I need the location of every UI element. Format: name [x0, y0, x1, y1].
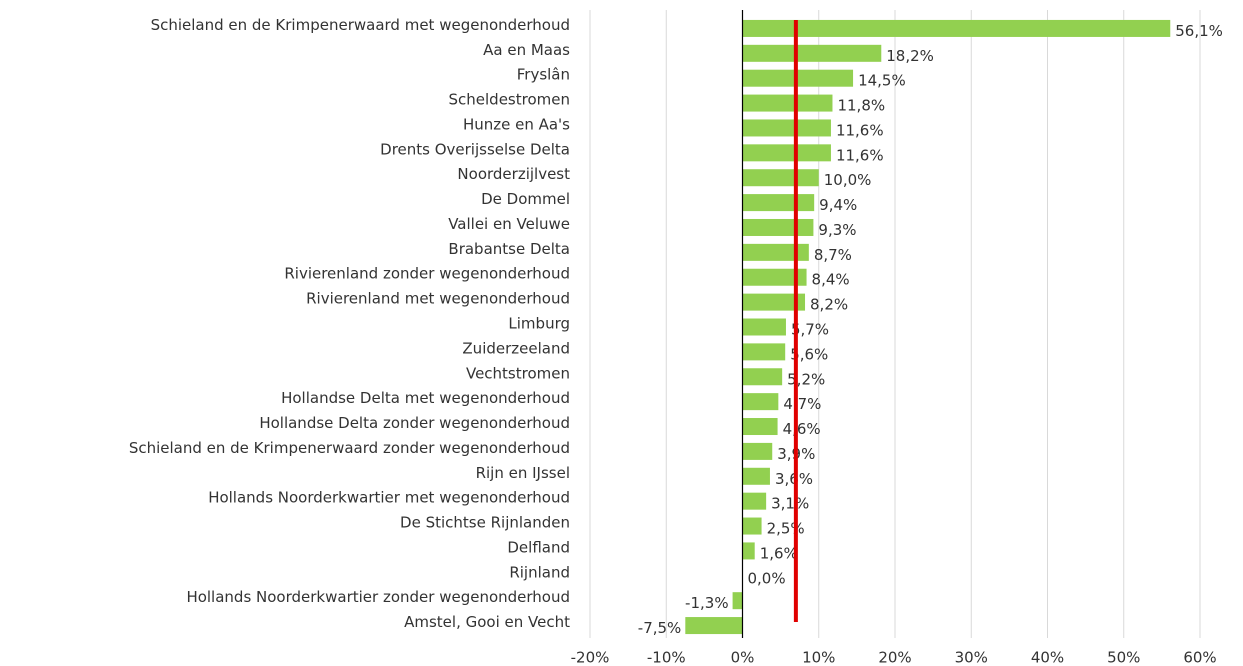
value-label: 4,7% — [783, 395, 821, 413]
value-label: -7,5% — [638, 619, 682, 637]
value-label: 56,1% — [1175, 22, 1223, 40]
value-label: 11,6% — [836, 146, 884, 164]
y-tick-label: Hollandse Delta zonder wegenonderhoud — [259, 414, 570, 432]
y-tick-label: Rijnland — [509, 563, 570, 581]
y-tick-label: De Stichtse Rijnlanden — [400, 514, 570, 532]
x-tick-label: -20% — [571, 649, 610, 666]
value-label: 11,8% — [837, 97, 885, 115]
value-label: 10,0% — [824, 171, 872, 189]
bar — [742, 169, 819, 187]
bar — [742, 218, 814, 236]
bar — [742, 467, 770, 485]
value-label: 1,6% — [760, 544, 798, 562]
bar — [742, 243, 809, 261]
value-label: 8,2% — [810, 296, 848, 314]
value-label: 11,6% — [836, 121, 884, 139]
value-label: 4,6% — [783, 420, 821, 438]
y-tick-label: Hunze en Aa's — [463, 115, 570, 133]
bar — [742, 517, 762, 535]
value-label: 18,2% — [886, 47, 934, 65]
value-label: 14,5% — [858, 72, 906, 90]
y-tick-label: Aa en Maas — [483, 41, 570, 59]
value-label: 5,2% — [787, 370, 825, 388]
x-tick-label: 60% — [1183, 649, 1216, 666]
y-tick-label: Schieland en de Krimpenerwaard met wegen… — [151, 16, 570, 34]
y-tick-label: Schieland en de Krimpenerwaard zonder we… — [129, 439, 570, 457]
x-tick-label: 10% — [802, 649, 835, 666]
bar — [742, 393, 779, 411]
x-tick-label: 30% — [955, 649, 988, 666]
bar — [742, 542, 755, 560]
value-label: 3,1% — [771, 495, 809, 513]
bar — [742, 19, 1171, 37]
x-tick-label: 50% — [1107, 649, 1140, 666]
y-tick-label: Rijn en IJssel — [476, 464, 570, 482]
value-label: 8,4% — [812, 271, 850, 289]
bar — [742, 119, 831, 137]
value-label: 9,4% — [819, 196, 857, 214]
bar — [742, 44, 882, 62]
bar — [742, 144, 831, 162]
y-tick-label: Rivierenland zonder wegenonderhoud — [284, 265, 570, 283]
y-tick-label: Hollandse Delta met wegenonderhoud — [281, 389, 570, 407]
y-tick-label: Limburg — [508, 315, 570, 333]
y-tick-label: Vallei en Veluwe — [448, 215, 570, 233]
value-label: 5,6% — [790, 345, 828, 363]
y-tick-label: Drents Overijsselse Delta — [380, 140, 570, 158]
bar — [685, 617, 743, 635]
y-tick-label: Vechtstromen — [466, 364, 570, 382]
bar — [742, 343, 786, 361]
x-tick-label: 20% — [878, 649, 911, 666]
y-tick-label: Delfland — [507, 538, 570, 556]
bar — [742, 368, 783, 386]
bar — [742, 492, 767, 510]
bar — [742, 293, 806, 311]
bar — [742, 194, 815, 212]
bar — [742, 94, 833, 112]
y-tick-label: Scheldestromen — [449, 91, 570, 109]
value-label: 8,7% — [814, 246, 852, 264]
y-tick-label: Brabantse Delta — [448, 240, 570, 258]
value-label: 9,3% — [818, 221, 856, 239]
y-tick-label: Rivierenland met wegenonderhoud — [306, 290, 570, 308]
y-tick-label: Zuiderzeeland — [462, 339, 570, 357]
bar — [742, 418, 778, 436]
bar — [742, 268, 807, 286]
y-tick-label: Hollands Noorderkwartier zonder wegenond… — [186, 588, 570, 606]
y-tick-label: Noorderzijlvest — [457, 165, 570, 183]
bar — [742, 442, 773, 460]
value-label: 0,0% — [748, 569, 786, 587]
x-tick-label: 0% — [731, 649, 755, 666]
bar — [732, 592, 743, 610]
bar — [742, 318, 786, 336]
x-tick-label: 40% — [1031, 649, 1064, 666]
value-label: 2,5% — [767, 520, 805, 538]
y-tick-label: Hollands Noorderkwartier met wegenonderh… — [208, 489, 570, 507]
value-label: -1,3% — [685, 594, 729, 612]
y-tick-label: De Dommel — [481, 190, 570, 208]
x-tick-label: -10% — [647, 649, 686, 666]
y-tick-label: Amstel, Gooi en Vecht — [404, 613, 570, 631]
y-tick-label: Fryslân — [517, 66, 570, 84]
value-label: 5,7% — [791, 321, 829, 339]
